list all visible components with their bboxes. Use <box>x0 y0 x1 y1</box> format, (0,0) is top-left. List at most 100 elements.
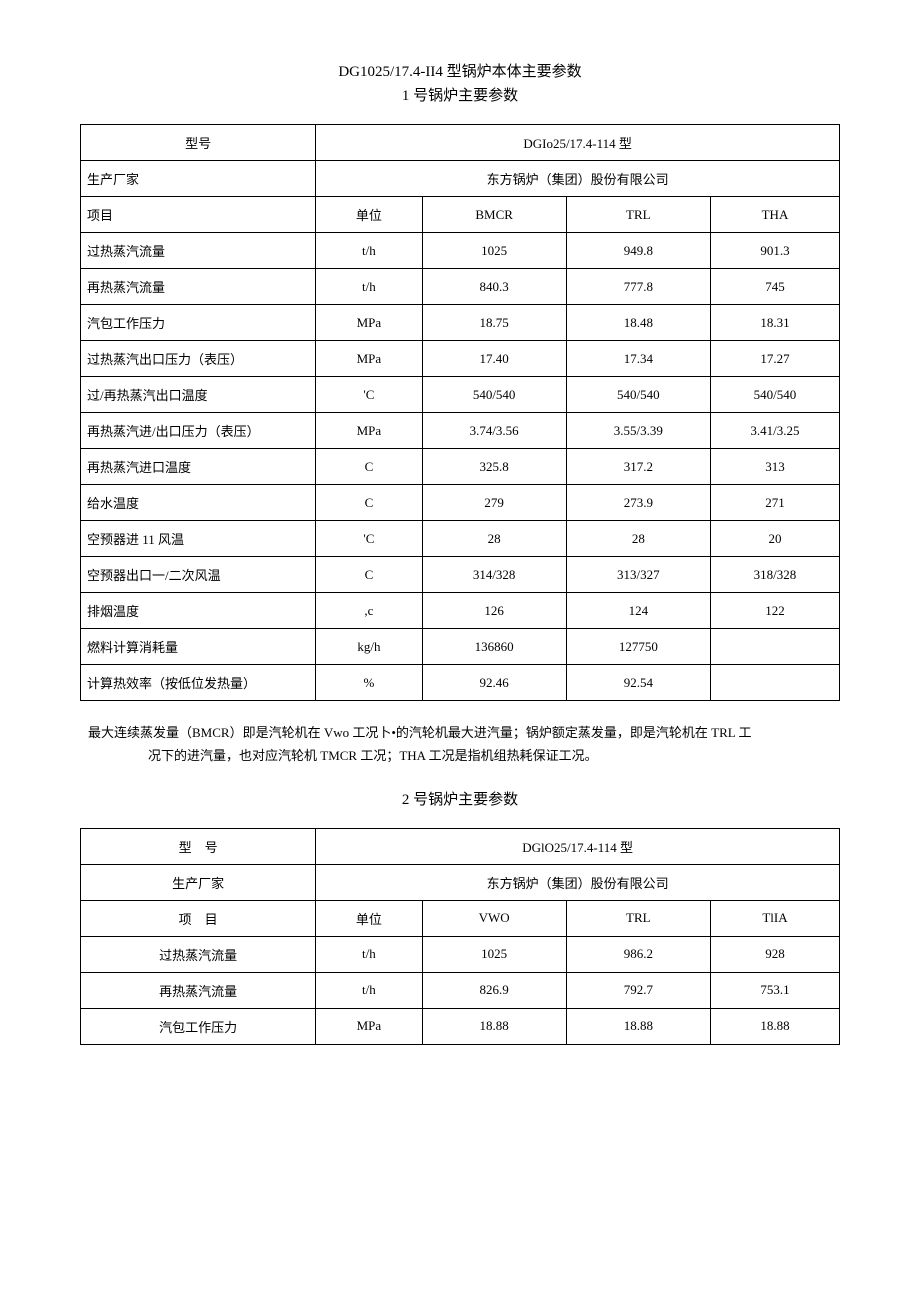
row-v1: 826.9 <box>422 972 566 1008</box>
note-line2: 况下的进汽量，也对应汽轮机 TMCR 工况；THA 工况是指机组热耗保证工况。 <box>88 744 598 767</box>
maker-label: 生产厂家 <box>81 864 316 900</box>
row-label: 过热蒸汽流量 <box>81 936 316 972</box>
table-row: 过/再热蒸汽出口温度'C540/540540/540540/540 <box>81 377 840 413</box>
row-v3: 745 <box>710 269 839 305</box>
row-v2: 92.54 <box>566 665 710 701</box>
row-label: 燃料计算消耗量 <box>81 629 316 665</box>
row-v2: 317.2 <box>566 449 710 485</box>
row-v1: 126 <box>422 593 566 629</box>
row-unit: 'C <box>316 377 422 413</box>
col-c2: TRL <box>566 900 710 936</box>
row-unit: MPa <box>316 305 422 341</box>
table-row: 过热蒸汽流量t/h1025949.8901.3 <box>81 233 840 269</box>
row-v3: 122 <box>710 593 839 629</box>
model-label: 型 号 <box>81 828 316 864</box>
row-label: 空预器进 11 风温 <box>81 521 316 557</box>
row-v1: 1025 <box>422 936 566 972</box>
row-v2: 949.8 <box>566 233 710 269</box>
table-row: 给水温度C279273.9271 <box>81 485 840 521</box>
row-label: 过/再热蒸汽出口温度 <box>81 377 316 413</box>
table-row: 再热蒸汽进口温度C325.8317.2313 <box>81 449 840 485</box>
row-v3 <box>710 665 839 701</box>
col-unit: 单位 <box>316 900 422 936</box>
row-v1: 28 <box>422 521 566 557</box>
row-v3: 540/540 <box>710 377 839 413</box>
row-v2: 127750 <box>566 629 710 665</box>
col-item: 项 目 <box>81 900 316 936</box>
table-row: 过热蒸汽流量t/h1025986.2928 <box>81 936 840 972</box>
model-value: DGlO25/17.4-114 型 <box>316 828 840 864</box>
row-label: 给水温度 <box>81 485 316 521</box>
row-v3: 753.1 <box>710 972 839 1008</box>
table-row: 燃料计算消耗量kg/h136860127750 <box>81 629 840 665</box>
row-label: 再热蒸汽进口温度 <box>81 449 316 485</box>
row-unit: t/h <box>316 269 422 305</box>
row-v2: 777.8 <box>566 269 710 305</box>
table1: 型号DGIo25/17.4-114 型生产厂家东方锅炉（集团）股份有限公司项目单… <box>80 124 840 701</box>
row-v1: 540/540 <box>422 377 566 413</box>
col-item: 项目 <box>81 197 316 233</box>
table-row: 过热蒸汽出口压力（表压）MPa17.4017.3417.27 <box>81 341 840 377</box>
row-v2: 540/540 <box>566 377 710 413</box>
col-c3: TlIA <box>710 900 839 936</box>
row-v1: 840.3 <box>422 269 566 305</box>
row-v3: 20 <box>710 521 839 557</box>
row-unit: t/h <box>316 233 422 269</box>
col-unit: 单位 <box>316 197 422 233</box>
maker-value: 东方锅炉（集团）股份有限公司 <box>316 864 840 900</box>
main-title: DG1025/17.4-II4 型锅炉本体主要参数 <box>80 60 840 84</box>
model-value: DGIo25/17.4-114 型 <box>316 125 840 161</box>
row-unit: C <box>316 449 422 485</box>
table-row: 空预器出口一/二次风温C314/328313/327318/328 <box>81 557 840 593</box>
row-v3: 18.31 <box>710 305 839 341</box>
row-unit: kg/h <box>316 629 422 665</box>
note-text: 最大连续蒸发量（BMCR）即是汽轮机在 Vwo 工况卜•的汽轮机最大进汽量；锅炉… <box>80 721 840 768</box>
row-v3: 3.41/3.25 <box>710 413 839 449</box>
row-label: 排烟温度 <box>81 593 316 629</box>
row-v3: 318/328 <box>710 557 839 593</box>
row-label: 汽包工作压力 <box>81 1008 316 1044</box>
row-unit: t/h <box>316 936 422 972</box>
row-v3: 271 <box>710 485 839 521</box>
row-unit: C <box>316 557 422 593</box>
row-label: 空预器出口一/二次风温 <box>81 557 316 593</box>
row-unit: % <box>316 665 422 701</box>
row-v1: 325.8 <box>422 449 566 485</box>
row-v3: 17.27 <box>710 341 839 377</box>
row-label: 再热蒸汽流量 <box>81 269 316 305</box>
table-row: 计算热效率（按低位发热量）%92.4692.54 <box>81 665 840 701</box>
table-row: 空预器进 11 风温'C282820 <box>81 521 840 557</box>
row-v1: 3.74/3.56 <box>422 413 566 449</box>
row-v2: 273.9 <box>566 485 710 521</box>
row-v2: 18.88 <box>566 1008 710 1044</box>
row-v1: 18.88 <box>422 1008 566 1044</box>
note-line1: 最大连续蒸发量（BMCR）即是汽轮机在 Vwo 工况卜•的汽轮机最大进汽量；锅炉… <box>88 725 751 740</box>
row-v3: 928 <box>710 936 839 972</box>
section1-title: 1 号锅炉主要参数 <box>80 84 840 108</box>
row-v2: 28 <box>566 521 710 557</box>
row-v1: 18.75 <box>422 305 566 341</box>
row-v1: 92.46 <box>422 665 566 701</box>
model-label: 型号 <box>81 125 316 161</box>
col-c1: BMCR <box>422 197 566 233</box>
row-v2: 17.34 <box>566 341 710 377</box>
row-v1: 136860 <box>422 629 566 665</box>
row-v2: 18.48 <box>566 305 710 341</box>
row-v1: 314/328 <box>422 557 566 593</box>
table-row: 汽包工作压力MPa18.7518.4818.31 <box>81 305 840 341</box>
table-row: 再热蒸汽流量t/h826.9792.7753.1 <box>81 972 840 1008</box>
row-unit: MPa <box>316 413 422 449</box>
row-label: 过热蒸汽流量 <box>81 233 316 269</box>
row-v2: 3.55/3.39 <box>566 413 710 449</box>
row-v3: 18.88 <box>710 1008 839 1044</box>
row-unit: C <box>316 485 422 521</box>
row-v3: 901.3 <box>710 233 839 269</box>
table2: 型 号DGlO25/17.4-114 型生产厂家东方锅炉（集团）股份有限公司项 … <box>80 828 840 1045</box>
row-label: 汽包工作压力 <box>81 305 316 341</box>
row-v1: 279 <box>422 485 566 521</box>
row-v2: 124 <box>566 593 710 629</box>
table-row: 排烟温度,c126124122 <box>81 593 840 629</box>
row-unit: t/h <box>316 972 422 1008</box>
row-label: 过热蒸汽出口压力（表压） <box>81 341 316 377</box>
row-v3: 313 <box>710 449 839 485</box>
